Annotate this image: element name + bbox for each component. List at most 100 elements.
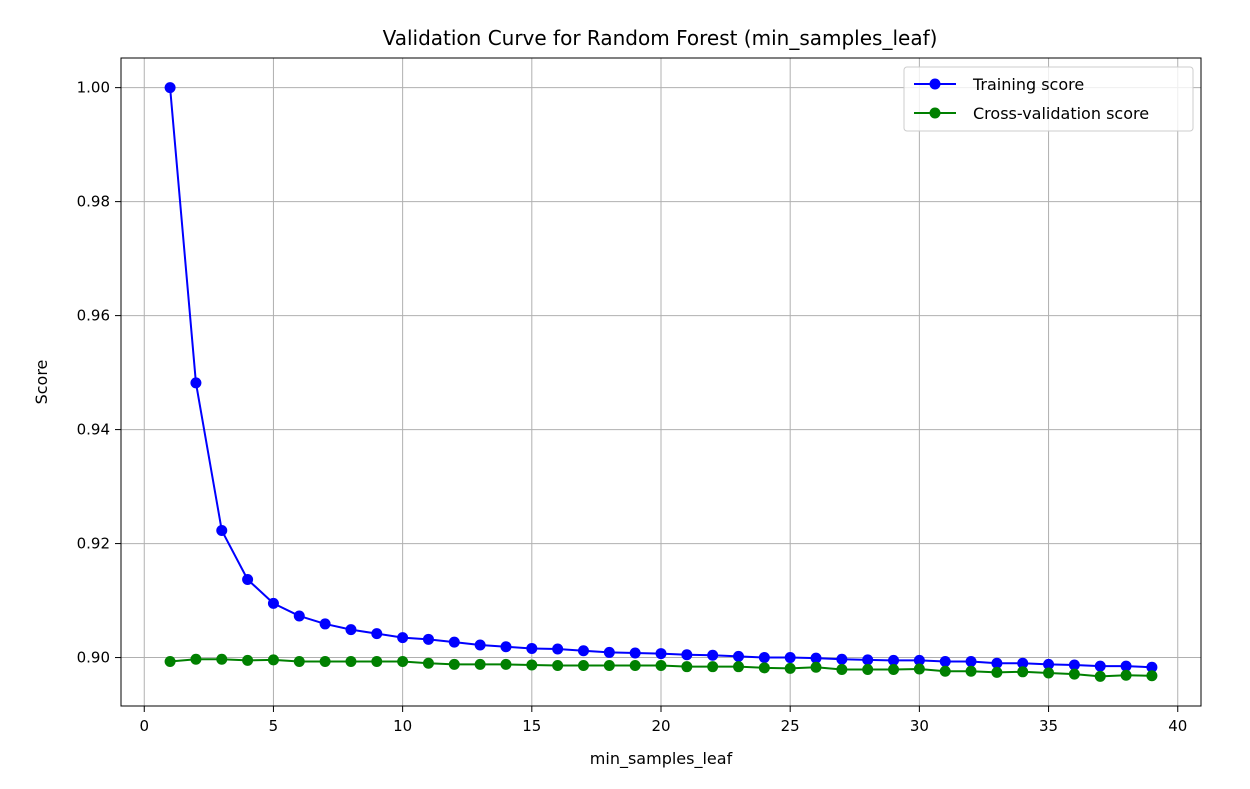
cross-validation-point [758, 662, 770, 674]
training-point [681, 649, 693, 661]
training-point [836, 653, 848, 665]
cross-validation-point [655, 660, 667, 672]
training-point [913, 654, 925, 666]
y-tick-label: 1.00 [77, 79, 110, 97]
training-point [1120, 660, 1132, 672]
cross-validation-point [345, 656, 357, 668]
training-point [448, 636, 460, 648]
y-tick-label: 0.92 [77, 535, 110, 553]
cross-validation-point [448, 658, 460, 670]
cross-validation-point [1043, 667, 1055, 679]
cross-validation-point [577, 660, 589, 672]
training-point [784, 652, 796, 664]
training-point [242, 573, 254, 585]
training-point [164, 82, 176, 94]
cross-validation-point [319, 656, 331, 668]
cross-validation-point [164, 656, 176, 668]
training-point [888, 654, 900, 666]
training-point [552, 643, 564, 655]
cross-validation-point [784, 662, 796, 674]
cross-validation-point [242, 654, 254, 666]
training-point [397, 632, 409, 644]
cross-validation-point [1120, 669, 1132, 681]
legend: Training score Cross-validation score [903, 66, 1194, 132]
training-point [422, 633, 434, 645]
training-point [319, 618, 331, 630]
legend-marker-training [929, 78, 941, 90]
cross-validation-point [862, 664, 874, 676]
training-point [862, 654, 874, 666]
cross-validation-point [603, 660, 615, 672]
legend-box [903, 66, 1194, 132]
cross-validation-series [164, 653, 1158, 682]
training-point [655, 648, 667, 660]
training-point [810, 652, 822, 664]
x-tick-label: 0 [139, 717, 149, 735]
cross-validation-point [965, 665, 977, 677]
training-point [1094, 660, 1106, 672]
cross-validation-point [1094, 670, 1106, 682]
cross-validation-point [500, 658, 512, 670]
y-tick-label: 0.96 [77, 307, 110, 325]
x-tick-label: 20 [651, 717, 670, 735]
cross-validation-point [1146, 670, 1158, 682]
cross-validation-point [397, 656, 409, 668]
training-point [1146, 661, 1158, 673]
x-tick-label: 25 [781, 717, 800, 735]
training-point [991, 657, 1003, 669]
cross-validation-point [1068, 668, 1080, 680]
x-tick-label: 15 [522, 717, 541, 735]
cross-validation-point [939, 665, 951, 677]
cross-validation-point [888, 664, 900, 676]
y-tick-label: 0.94 [77, 421, 110, 439]
training-point [500, 641, 512, 653]
training-point [629, 647, 641, 659]
training-point [267, 597, 279, 609]
cross-validation-point [371, 656, 383, 668]
x-axis-label: min_samples_leaf [590, 749, 733, 769]
ticks-layer: 0 5 10 15 20 25 30 35 40 0.90 0.92 0.94 0.96 0.98 1.00 [77, 79, 1188, 735]
training-point [603, 646, 615, 658]
series-layer [164, 82, 1158, 682]
chart-title: Validation Curve for Random Forest (min_… [383, 26, 938, 50]
training-point [1068, 659, 1080, 671]
cross-validation-point [267, 654, 279, 666]
training-point [345, 624, 357, 636]
training-point [758, 652, 770, 664]
legend-label-cv: Cross-validation score [973, 104, 1149, 123]
x-tick-label: 10 [393, 717, 412, 735]
training-point [190, 377, 202, 389]
training-point [526, 642, 538, 654]
training-point [965, 656, 977, 668]
cross-validation-point [707, 661, 719, 673]
cross-validation-point [810, 661, 822, 673]
legend-marker-cv [929, 107, 941, 119]
training-point [1017, 657, 1029, 669]
cross-validation-point [1017, 666, 1029, 678]
cross-validation-point [733, 661, 745, 673]
x-tick-label: 40 [1168, 717, 1187, 735]
x-tick-label: 35 [1039, 717, 1058, 735]
cross-validation-point [991, 666, 1003, 678]
y-tick-label: 0.90 [77, 649, 110, 667]
x-tick-label: 5 [269, 717, 279, 735]
cross-validation-point [293, 656, 305, 668]
cross-validation-point [629, 660, 641, 672]
y-tick-label: 0.98 [77, 193, 110, 211]
training-point [371, 628, 383, 640]
training-point [577, 645, 589, 657]
cross-validation-point [422, 657, 434, 669]
training-point [733, 650, 745, 662]
training-point [293, 610, 305, 622]
training-point [216, 524, 228, 536]
cross-validation-point [474, 658, 486, 670]
x-tick-label: 30 [910, 717, 929, 735]
cross-validation-point [681, 661, 693, 673]
cross-validation-point [836, 664, 848, 676]
y-axis-label: Score [32, 360, 51, 405]
legend-label-training: Training score [972, 75, 1084, 94]
training-point [1043, 658, 1055, 670]
cross-validation-point [526, 659, 538, 671]
cross-validation-point [190, 653, 202, 665]
